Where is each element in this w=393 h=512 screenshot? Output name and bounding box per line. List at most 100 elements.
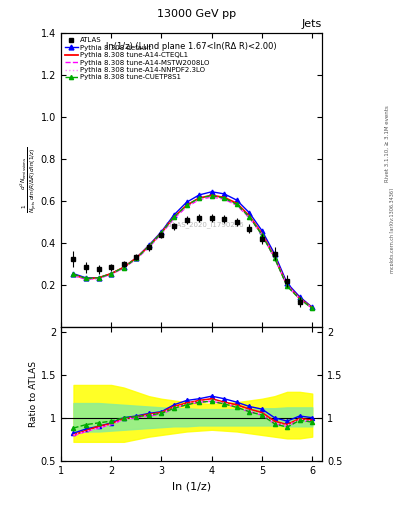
Pythia 8.308 tune-A14-MSTW2008LO [121,265,126,271]
Pythia 8.308 tune-A14-NNPDF2.3LO [272,254,277,261]
Pythia 8.308 tune-A14-MSTW2008LO [96,275,101,282]
Pythia 8.308 tune-A14-CTEQL1 [297,295,302,301]
Pythia 8.308 tune-A14-NNPDF2.3LO [235,202,239,208]
Pythia 8.308 default [96,275,101,281]
Pythia 8.308 tune-A14-MSTW2008LO [159,231,164,237]
Pythia 8.308 tune-A14-CTEQL1 [159,230,164,236]
Pythia 8.308 tune-A14-NNPDF2.3LO [247,214,252,220]
Pythia 8.308 tune-A14-MSTW2008LO [172,216,176,222]
Pythia 8.308 default [84,275,88,281]
Text: mcplots.cern.ch [arXiv:1306.3436]: mcplots.cern.ch [arXiv:1306.3436] [390,188,393,273]
Pythia 8.308 tune-CUETP8S1 [310,305,314,311]
Pythia 8.308 tune-A14-NNPDF2.3LO [147,244,151,250]
Pythia 8.308 default [172,212,176,218]
Pythia 8.308 tune-A14-NNPDF2.3LO [197,196,202,202]
Pythia 8.308 tune-CUETP8S1 [247,214,252,220]
Pythia 8.308 default [209,189,214,195]
Pythia 8.308 tune-A14-CTEQL1 [197,195,202,201]
Pythia 8.308 tune-A14-CTEQL1 [84,276,88,282]
Pythia 8.308 tune-A14-MSTW2008LO [84,276,88,283]
Pythia 8.308 tune-A14-MSTW2008LO [310,305,314,311]
Pythia 8.308 tune-A14-MSTW2008LO [71,273,76,279]
Pythia 8.308 tune-A14-NNPDF2.3LO [96,275,101,282]
Pythia 8.308 tune-A14-MSTW2008LO [197,197,202,203]
Pythia 8.308 tune-A14-MSTW2008LO [222,196,227,202]
Pythia 8.308 tune-A14-NNPDF2.3LO [222,196,227,202]
Pythia 8.308 tune-CUETP8S1 [147,243,151,249]
Pythia 8.308 tune-A14-CTEQL1 [310,305,314,311]
Pythia 8.308 tune-A14-CTEQL1 [121,264,126,270]
Legend: ATLAS, Pythia 8.308 default, Pythia 8.308 tune-A14-CTEQL1, Pythia 8.308 tune-A14: ATLAS, Pythia 8.308 default, Pythia 8.30… [63,35,212,82]
Pythia 8.308 default [235,197,239,203]
Pythia 8.308 tune-A14-CTEQL1 [109,271,114,277]
Pythia 8.308 tune-CUETP8S1 [121,265,126,271]
Pythia 8.308 tune-A14-NNPDF2.3LO [209,194,214,200]
Pythia 8.308 tune-A14-NNPDF2.3LO [184,203,189,209]
Pythia 8.308 tune-A14-NNPDF2.3LO [285,282,289,288]
Pythia 8.308 tune-A14-NNPDF2.3LO [310,305,314,311]
Pythia 8.308 tune-CUETP8S1 [84,275,88,282]
Line: Pythia 8.308 tune-A14-MSTW2008LO: Pythia 8.308 tune-A14-MSTW2008LO [73,197,312,308]
Pythia 8.308 tune-A14-MSTW2008LO [285,283,289,289]
Pythia 8.308 tune-A14-NNPDF2.3LO [172,215,176,221]
Pythia 8.308 tune-A14-NNPDF2.3LO [84,276,88,283]
Pythia 8.308 default [71,271,76,277]
Pythia 8.308 tune-A14-CTEQL1 [260,231,264,237]
Pythia 8.308 tune-CUETP8S1 [285,283,289,289]
Pythia 8.308 tune-CUETP8S1 [159,230,164,236]
Pythia 8.308 tune-CUETP8S1 [222,195,227,201]
Pythia 8.308 default [197,192,202,198]
Line: Pythia 8.308 tune-CUETP8S1: Pythia 8.308 tune-CUETP8S1 [72,194,314,310]
Pythia 8.308 tune-CUETP8S1 [209,193,214,199]
Pythia 8.308 default [285,280,289,286]
Pythia 8.308 tune-CUETP8S1 [260,232,264,238]
Pythia 8.308 tune-A14-MSTW2008LO [209,194,214,200]
Pythia 8.308 tune-A14-NNPDF2.3LO [297,295,302,302]
Pythia 8.308 tune-A14-CTEQL1 [222,195,227,201]
Pythia 8.308 tune-CUETP8S1 [172,214,176,220]
Pythia 8.308 tune-A14-MSTW2008LO [147,244,151,250]
Pythia 8.308 default [272,251,277,257]
Pythia 8.308 tune-CUETP8S1 [197,195,202,201]
Pythia 8.308 tune-CUETP8S1 [272,255,277,261]
Pythia 8.308 tune-A14-CTEQL1 [285,282,289,288]
Y-axis label: $\frac{1}{N_{\mathrm{jets}}}\frac{d^2 N_{\mathrm{emissions}}}{d\ln(R/\Delta R)\,: $\frac{1}{N_{\mathrm{jets}}}\frac{d^2 N_… [19,147,39,214]
Pythia 8.308 tune-A14-MSTW2008LO [184,204,189,210]
Pythia 8.308 tune-A14-MSTW2008LO [235,202,239,208]
Pythia 8.308 tune-A14-NNPDF2.3LO [71,272,76,278]
Pythia 8.308 default [134,255,139,261]
Pythia 8.308 default [184,199,189,205]
Pythia 8.308 tune-A14-CTEQL1 [134,255,139,261]
Line: Pythia 8.308 tune-A14-NNPDF2.3LO: Pythia 8.308 tune-A14-NNPDF2.3LO [73,197,312,308]
Text: Jets: Jets [302,19,322,29]
Pythia 8.308 tune-A14-CTEQL1 [272,254,277,260]
Pythia 8.308 tune-CUETP8S1 [71,271,76,278]
Pythia 8.308 default [222,191,227,197]
Text: Rivet 3.1.10, ≥ 3.1M events: Rivet 3.1.10, ≥ 3.1M events [385,105,389,182]
Pythia 8.308 default [297,294,302,300]
Pythia 8.308 tune-A14-MSTW2008LO [272,255,277,261]
Pythia 8.308 tune-A14-MSTW2008LO [297,296,302,302]
Pythia 8.308 default [260,227,264,233]
Pythia 8.308 tune-CUETP8S1 [297,296,302,302]
Pythia 8.308 tune-A14-CTEQL1 [96,275,101,281]
Text: ln(1/z) (Lund plane 1.67<ln(RΔ R)<2.00): ln(1/z) (Lund plane 1.67<ln(RΔ R)<2.00) [106,42,277,51]
Pythia 8.308 default [159,228,164,234]
Text: ATLAS_2020_I1790256: ATLAS_2020_I1790256 [165,221,244,228]
Y-axis label: Ratio to ATLAS: Ratio to ATLAS [29,361,38,427]
Pythia 8.308 default [310,304,314,310]
Text: 13000 GeV pp: 13000 GeV pp [157,9,236,19]
Pythia 8.308 tune-A14-MSTW2008LO [109,271,114,278]
Pythia 8.308 tune-A14-MSTW2008LO [134,256,139,262]
Pythia 8.308 tune-A14-NNPDF2.3LO [109,271,114,278]
Pythia 8.308 tune-CUETP8S1 [109,271,114,277]
Pythia 8.308 tune-A14-CTEQL1 [71,272,76,278]
Line: Pythia 8.308 tune-A14-CTEQL1: Pythia 8.308 tune-A14-CTEQL1 [73,196,312,308]
Pythia 8.308 tune-A14-CTEQL1 [147,243,151,249]
Pythia 8.308 tune-CUETP8S1 [235,201,239,207]
Line: Pythia 8.308 default: Pythia 8.308 default [71,189,315,310]
Pythia 8.308 tune-A14-CTEQL1 [235,200,239,206]
Pythia 8.308 tune-CUETP8S1 [134,255,139,262]
Pythia 8.308 default [247,210,252,216]
X-axis label: ln (1/z): ln (1/z) [172,481,211,491]
